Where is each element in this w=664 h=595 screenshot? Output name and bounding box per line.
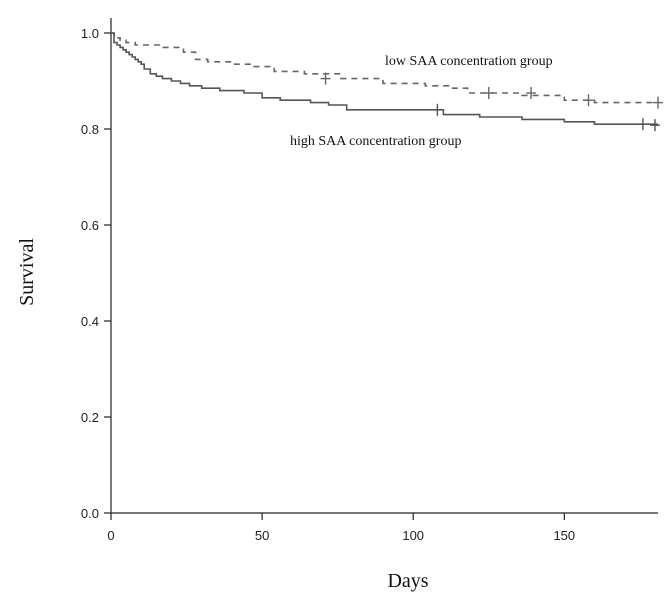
series-layer <box>111 32 663 132</box>
x-tick-label: 0 <box>107 528 114 543</box>
censor-mark <box>653 96 663 109</box>
axes: 0.0 0.2 0.4 0.6 0.8 1.0 0 50 100 150 <box>81 18 658 543</box>
y-tick-label: 0.2 <box>81 410 99 425</box>
series-line-high <box>111 32 658 125</box>
x-tick-label: 100 <box>402 528 424 543</box>
y-tick-label: 0.4 <box>81 314 99 329</box>
y-tick-label: 0.0 <box>81 506 99 521</box>
y-tick-label: 0.8 <box>81 122 99 137</box>
y-tick-label: 1.0 <box>81 26 99 41</box>
x-axis-title: Days <box>387 570 428 592</box>
censor-mark <box>432 103 443 116</box>
series-label-high: high SAA concentration group <box>290 134 461 149</box>
censor-mark <box>649 119 660 132</box>
censor-mark <box>583 94 594 107</box>
censor-mark <box>483 87 494 99</box>
x-tick-label: 150 <box>553 528 575 543</box>
censor-mark <box>526 87 537 99</box>
y-tick-label: 0.6 <box>81 218 99 233</box>
y-axis-title: Survival <box>16 238 38 306</box>
series-label-low: low SAA concentration group <box>385 54 553 69</box>
censor-mark <box>320 72 331 85</box>
x-tick-label: 50 <box>255 528 269 543</box>
censor-mark <box>637 118 648 131</box>
